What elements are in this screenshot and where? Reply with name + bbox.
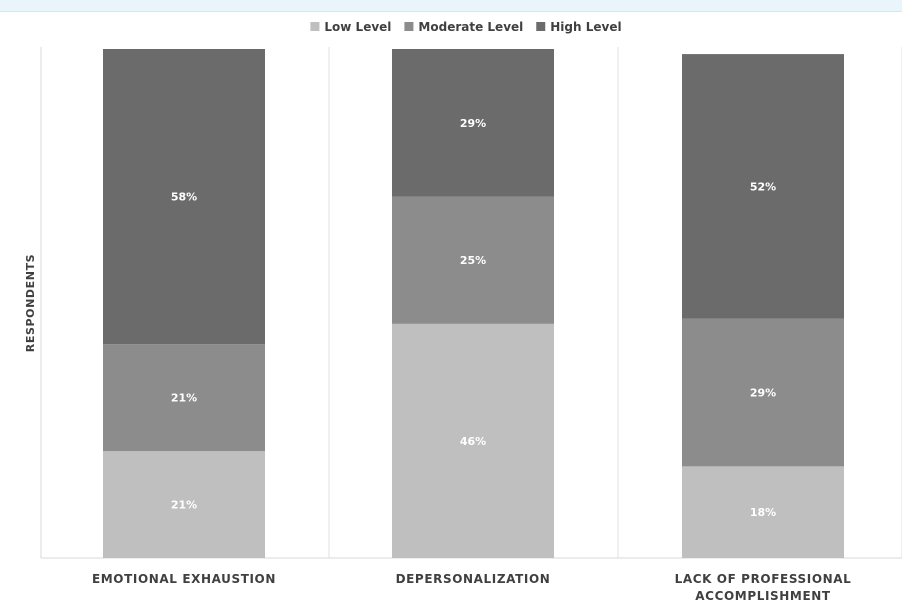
data-label: 18% xyxy=(750,506,776,519)
bar-segment-high-level xyxy=(682,54,844,319)
data-label: 52% xyxy=(750,180,776,193)
data-label: 29% xyxy=(460,117,486,130)
bar-segment-moderate-level xyxy=(103,344,265,452)
bars xyxy=(103,49,844,558)
category-dividers xyxy=(328,47,902,558)
category-label: EMOTIONAL EXHAUSTION xyxy=(92,572,276,586)
legend-swatch-low-level xyxy=(310,22,320,31)
data-label: 25% xyxy=(460,254,486,267)
top-strip xyxy=(0,0,902,12)
data-label: 58% xyxy=(171,191,197,204)
category-labels: EMOTIONAL EXHAUSTION DEPERSONALIZATION LAC… xyxy=(92,572,851,603)
bar-segment-high-level xyxy=(103,49,265,345)
data-labels: 21% 21% 58% 46% 25% 29% 18% 29% 52% xyxy=(171,117,776,519)
y-axis-label: RESPONDENTS xyxy=(24,254,37,352)
legend-swatch-moderate-level xyxy=(404,22,414,31)
bar-segment-low-level xyxy=(103,451,265,558)
data-label: 21% xyxy=(171,392,197,405)
bar-segment-high-level xyxy=(392,49,554,197)
category-label: ACCOMPLISHMENT xyxy=(695,589,831,603)
category-label: DEPERSONALIZATION xyxy=(396,572,551,586)
bar-segment-low-level xyxy=(392,323,554,558)
bar-segment-moderate-level xyxy=(682,318,844,467)
legend-label-high-level: High Level xyxy=(550,20,621,34)
legend: Low Level Moderate Level High Level xyxy=(310,20,622,34)
data-label: 46% xyxy=(460,435,486,448)
category-label: LACK OF PROFESSIONAL xyxy=(675,572,852,586)
legend-label-low-level: Low Level xyxy=(324,20,391,34)
bar-segment-moderate-level xyxy=(392,196,554,324)
data-label: 29% xyxy=(750,387,776,400)
data-label: 21% xyxy=(171,499,197,512)
legend-swatch-high-level xyxy=(536,22,546,31)
legend-label-moderate-level: Moderate Level xyxy=(418,20,523,34)
bar-segment-low-level xyxy=(682,466,844,558)
